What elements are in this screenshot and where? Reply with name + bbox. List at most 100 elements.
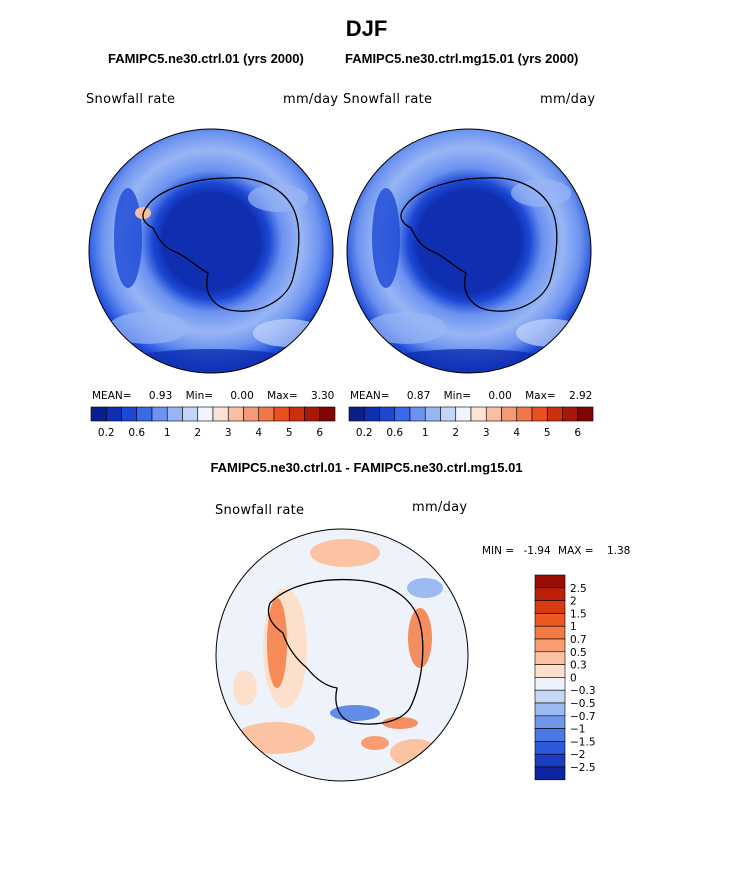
panel1-colorbar-swatch [258, 406, 275, 422]
panel1-colorbar-swatch [273, 406, 290, 422]
panel1-colorbar-tick-label: 0.6 [128, 427, 145, 439]
diff-colorbar-tick-label: −0.3 [570, 685, 596, 697]
panel1-colorbar-swatch [197, 406, 214, 422]
diff-colorbar-swatch [534, 574, 566, 589]
panel1-colorbar-tick-label: 6 [316, 427, 323, 439]
diff-colorbar-swatch [534, 651, 566, 665]
panel1-stats: MEAN= 0.93 Min= 0.00 Max= 3.30 [92, 390, 336, 402]
diff-colorbar-tick-label: 0.3 [570, 660, 587, 672]
diff-stats: MIN = -1.94 MAX = 1.38 [482, 545, 630, 557]
panel2-units-label: mm/day [540, 92, 596, 107]
panel1-colorbar: 0.2 0.6 1 2 3 4 5 6 [90, 406, 336, 439]
panel2-colorbar-tick-label: 3 [483, 427, 490, 439]
panel1-variable-label: Snowfall rate [86, 92, 176, 107]
panel2-variable-label: Snowfall rate [343, 92, 433, 107]
panel2-colorbar-swatch [440, 406, 457, 422]
panel2-colorbar-swatch [531, 406, 548, 422]
panel1-colorbar-tick-label: 4 [255, 427, 262, 439]
panel2-colorbar-tick-label: 6 [574, 427, 581, 439]
diff-colorbar-swatch [534, 728, 566, 742]
diff-colorbar-tick-label: −1.5 [570, 736, 596, 748]
panel1-colorbar-swatch [212, 406, 229, 422]
diff-colorbar-swatch [534, 677, 566, 691]
panel2-colorbar-swatch [485, 406, 502, 422]
diff-colorbar-swatch [534, 638, 566, 653]
panel1-mean-value: 0.93 [148, 390, 173, 402]
panel2-max-value: 2.92 [568, 390, 593, 402]
diff-colorbar-tick-label: 0 [570, 672, 577, 684]
diff-colorbar-swatch [534, 600, 566, 614]
panel2-colorbar-swatch [394, 406, 411, 422]
panel1-title: FAMIPC5.ne30.ctrl.01 (yrs 2000) [108, 51, 304, 66]
panel2-colorbar: 0.2 0.6 1 2 3 4 5 6 [348, 406, 594, 439]
panel1-colorbar-swatch [105, 406, 122, 422]
diff-colorbar-swatch [534, 664, 566, 678]
panel2-max-label: Max= [525, 390, 556, 402]
diff-colorbar-swatch [534, 613, 566, 627]
panel1-colorbar-swatch [243, 406, 260, 422]
figure-title: DJF [345, 16, 388, 41]
diff-colorbar-tick-label: −2 [570, 749, 585, 761]
panel2-colorbar-swatch [470, 406, 487, 422]
panel1-colorbar-swatch [304, 406, 321, 422]
panel1-min-value: 0.00 [230, 390, 254, 402]
panel2-min-value: 0.00 [488, 390, 512, 402]
diff-colorbar-tick-label: −0.7 [570, 711, 596, 723]
diff-coastline [267, 578, 424, 725]
diff-colorbar-tick-label: 0.5 [570, 647, 587, 659]
panel1-units-label: mm/day [283, 92, 339, 107]
panel1-colorbar-tick-label: 3 [225, 427, 232, 439]
diff-colorbar-swatch [534, 587, 566, 601]
panel2-colorbar-swatch [455, 406, 472, 422]
panel1-mean-label: MEAN= [92, 390, 132, 402]
panel1-colorbar-swatch [319, 406, 336, 422]
panel1-max-label: Max= [267, 390, 298, 402]
diff-colorbar-tick-label: 1 [570, 621, 577, 633]
panel1-max-value: 3.30 [310, 390, 335, 402]
panel1-colorbar-swatch [288, 406, 305, 422]
diff-min-value: -1.94 [523, 545, 551, 557]
diff-colorbar: 2.521.510.70.50.30−0.3−0.5−0.7−1−1.5−2−2… [534, 574, 596, 781]
diff-units-label: mm/day [412, 500, 468, 515]
diff-colorbar-tick-label: 2.5 [570, 583, 587, 595]
panel1-coastline [142, 177, 300, 312]
diff-colorbar-swatch [534, 741, 566, 755]
panel2-colorbar-swatch [577, 406, 594, 422]
diff-colorbar-swatch [534, 766, 566, 781]
panel2-colorbar-swatch [546, 406, 563, 422]
panel2-colorbar-tick-label: 1 [422, 427, 429, 439]
panel2-title: FAMIPC5.ne30.ctrl.mg15.01 (yrs 2000) [345, 51, 579, 66]
panel2-colorbar-tick-label: 2 [452, 427, 459, 439]
panel2-mean-label: MEAN= [350, 390, 390, 402]
panel2-colorbar-swatch [409, 406, 426, 422]
panel2-min-label: Min= [443, 390, 472, 402]
panel2-coastline [400, 177, 558, 312]
panel1-colorbar-swatch [151, 406, 168, 422]
panel2-colorbar-swatch [562, 406, 579, 422]
panel1-colorbar-tick-label: 0.2 [98, 427, 115, 439]
diff-colorbar-tick-label: −1 [570, 724, 585, 736]
diff-title: FAMIPC5.ne30.ctrl.01 - FAMIPC5.ne30.ctrl… [210, 460, 523, 475]
diff-colorbar-swatch [534, 715, 566, 729]
panel2-colorbar-tick-label: 5 [544, 427, 551, 439]
panel1-colorbar-tick-label: 5 [286, 427, 293, 439]
diff-colorbar-tick-label: −2.5 [570, 762, 596, 774]
diff-map [215, 528, 469, 782]
panel1-colorbar-swatch [227, 406, 244, 422]
panel1-colorbar-swatch [121, 406, 138, 422]
diff-colorbar-tick-label: 1.5 [570, 608, 587, 620]
panel2-colorbar-tick-label: 0.2 [356, 427, 373, 439]
diff-max-value: 1.38 [606, 545, 631, 557]
diff-colorbar-swatch [534, 625, 566, 640]
panel1-colorbar-swatch [166, 406, 183, 422]
panel1-colorbar-swatch [90, 406, 107, 422]
diff-max-label: MAX = [558, 545, 594, 557]
panel2-mean-value: 0.87 [406, 390, 431, 402]
panel2-colorbar-swatch [501, 406, 518, 422]
panel1-colorbar-swatch [136, 406, 153, 422]
diff-colorbar-tick-label: 0.7 [570, 634, 587, 646]
diff-colorbar-tick-label: 2 [570, 596, 577, 608]
diff-min-label: MIN = [482, 545, 515, 557]
panel2-colorbar-swatch [516, 406, 533, 422]
panel1-colorbar-swatch [182, 406, 199, 422]
